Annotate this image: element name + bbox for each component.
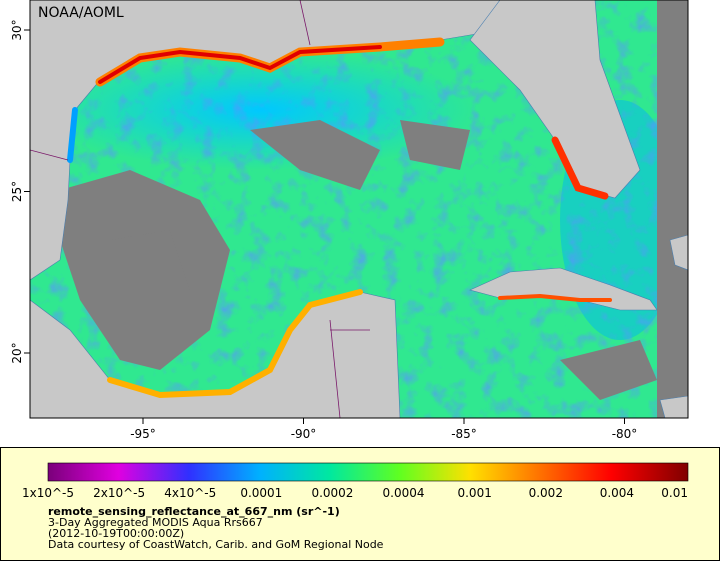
colorbar-label: 4x10^-5 bbox=[164, 486, 216, 500]
attribution: NOAA/AOML bbox=[38, 5, 124, 21]
colorbar-labels: 1x10^-5 2x10^-5 4x10^-5 0.0001 0.0002 0.0004 0… bbox=[22, 486, 688, 500]
colorbar-label: 2x10^-5 bbox=[93, 486, 145, 500]
map-frame bbox=[29, 0, 689, 419]
colorbar-label: 0.0004 bbox=[383, 486, 425, 500]
x-tick-label: -90° bbox=[291, 427, 317, 441]
no-data bbox=[60, 0, 688, 418]
time: (2012-10-19T00:00:00Z) bbox=[48, 527, 184, 540]
y-tick-label: 20° bbox=[10, 342, 24, 363]
map: NOAA/AOML bbox=[30, 0, 688, 418]
colorbar-label: 0.0001 bbox=[240, 486, 282, 500]
y-tick-label: 30° bbox=[10, 19, 24, 40]
colorbar-label: 0.004 bbox=[600, 486, 634, 500]
colorbar-label: 0.0002 bbox=[311, 486, 353, 500]
colorbar-label: 1x10^-5 bbox=[22, 486, 74, 500]
colorbar-label: 0.002 bbox=[529, 486, 563, 500]
description: 3-Day Aggregated MODIS Aqua Rrs667 bbox=[48, 516, 263, 529]
y-tick-label: 25° bbox=[10, 181, 24, 202]
x-tick-label: -95° bbox=[130, 427, 156, 441]
x-tick-label: -80° bbox=[612, 427, 638, 441]
x-tick-label: -85° bbox=[451, 427, 477, 441]
colorbar-label: 0.001 bbox=[457, 486, 491, 500]
colorbar bbox=[47, 462, 689, 482]
coastal-turbid-water bbox=[67, 37, 612, 399]
colorbar-label: 0.01 bbox=[661, 486, 688, 500]
borders bbox=[30, 0, 370, 418]
variable-name: remote_sensing_reflectance_at_667_nm (sr… bbox=[48, 505, 340, 518]
credit: Data courtesy of CoastWatch, Carib. and … bbox=[48, 538, 384, 551]
axes: -95° -90° -85° -80° 30° 25° 20° bbox=[10, 19, 637, 441]
